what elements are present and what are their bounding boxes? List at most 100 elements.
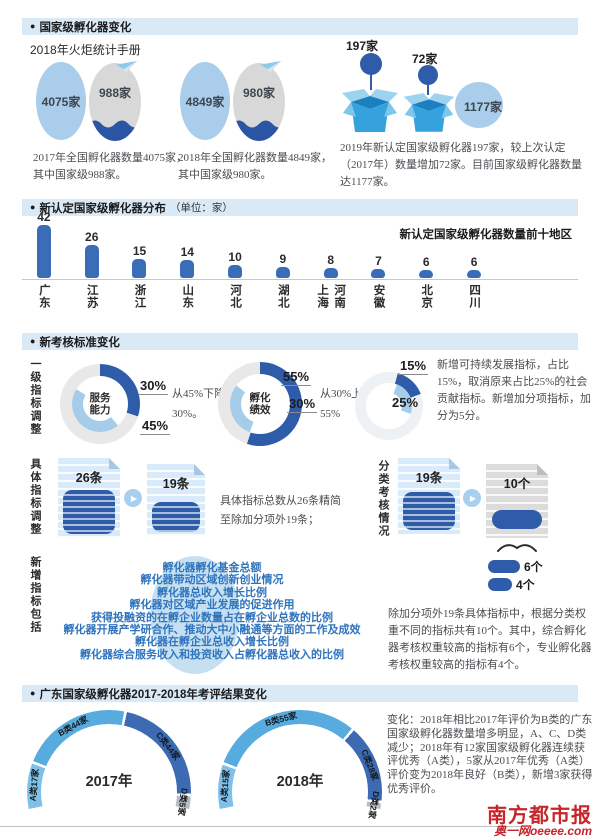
- ellipse-1177-label: 1177家: [464, 100, 503, 114]
- bar-category: 广东: [37, 284, 50, 309]
- pill-4-icon: [488, 578, 512, 591]
- bar: [371, 269, 386, 278]
- bar-category: 上海 河南: [316, 284, 346, 309]
- donut3-inner-pct: 25%: [392, 395, 419, 410]
- donut-center-hole: [241, 385, 279, 423]
- bar: [36, 225, 51, 278]
- bullet-icon: ●: [30, 336, 36, 346]
- arc-year-label: 2018年: [276, 774, 324, 790]
- new-indicator-list: 孵化器孵化基金总额 孵化器带动区域创新创业情况 孵化器总收入增长比例 孵化器对区域产业…: [44, 562, 380, 661]
- donut-center-hole: [83, 387, 117, 421]
- document-19b-label: 19条: [415, 471, 443, 485]
- bar: [323, 268, 338, 278]
- row1-vertical-label: 一级指标调整: [29, 358, 41, 436]
- paper-plane-icon: [115, 60, 138, 74]
- caption-2017: 2017年全国孵化器数量4075家，其中国家级988家。: [33, 152, 187, 182]
- bar: [132, 259, 147, 278]
- egg-national-2017-icon: [89, 60, 141, 141]
- pill-6-icon: [488, 560, 520, 573]
- bar-chart-baseline: [22, 279, 578, 280]
- arc-chart-2018: 2018年 A类15家 B类55家 C类28家 D类2家: [218, 710, 382, 838]
- bar-category: 四川: [468, 284, 481, 309]
- egg-total-2018-label: 4849家: [185, 94, 225, 109]
- arc-segment-label: D类5家: [176, 787, 191, 817]
- bar-column: 42: [20, 210, 68, 278]
- ellipse-1177: [455, 82, 503, 128]
- list-item: 孵化器带动区域创新创业情况: [140, 574, 284, 587]
- list-item: 孵化器对区域产业发展的促进作用: [129, 599, 295, 612]
- bar-column: 6: [450, 255, 498, 278]
- bar-chart-bars: 42 26 15 14 10 9 8 7 6 6: [20, 210, 498, 278]
- newspaper-logo: 南方都市报: [487, 805, 592, 827]
- bar-value: 6: [470, 255, 478, 269]
- document-10-icon: 10个: [486, 464, 548, 538]
- caption-2019: 2019年新认定国家级孵化器197家，较上次认定（2017年）数量增加72家。目…: [340, 142, 582, 189]
- bar-value: 7: [375, 254, 382, 268]
- section1-header-band: ● 国家级孵化器变化: [22, 18, 578, 35]
- document-10-label: 10个: [503, 477, 531, 491]
- donut-center-hole: [376, 393, 402, 419]
- arrow-right-icon: ▶: [124, 489, 142, 507]
- donut1-outer-pct: 30%: [138, 378, 169, 395]
- balloon-72-icon: [418, 65, 438, 85]
- bullet-icon: ●: [30, 688, 36, 698]
- section2-title: 新认定国家级孵化器分布: [39, 202, 166, 215]
- arc-hole: [232, 724, 368, 838]
- pill-4-label: 4个: [516, 578, 535, 592]
- docs2-note: 除加分项外19条具体指标中，根据分类权重不同的指标共有10个。其中，综合孵化器考…: [388, 608, 592, 672]
- donut-service-capability: 服务能力: [60, 364, 140, 444]
- bar-value: 9: [279, 252, 287, 266]
- bar: [228, 265, 243, 278]
- balloon-197-icon: [360, 53, 382, 75]
- bar-value: 26: [85, 230, 99, 244]
- list-background-ellipse: [150, 556, 240, 674]
- bar-chart-categories: 广东 江苏 浙江 山东 河北 湖北 上海 河南 安徽 北京 四川: [20, 284, 498, 309]
- donut2-inner-pct: 30%: [287, 396, 318, 413]
- balloon-72-label: 72家: [412, 52, 438, 66]
- page-fold-icon: [537, 464, 548, 475]
- document-26-icon: 26条: [58, 458, 120, 538]
- donut-new-indicator: [355, 372, 423, 440]
- balloon-72-string: [427, 85, 429, 95]
- bar-category: 河北: [229, 284, 242, 309]
- list-item: 孵化器在孵企业总收入增长比例: [135, 636, 289, 649]
- caption-2018: 2018年全国孵化器数量4849家，其中国家级980家。: [178, 152, 332, 182]
- document-19-icon: 19条: [147, 464, 205, 536]
- section4-title: 广东国家级孵化器2017-2018年考评结果变化: [39, 688, 267, 701]
- arrow-right-icon: ▶: [463, 489, 481, 507]
- bar-column: 26: [68, 230, 116, 278]
- bar: [275, 267, 290, 278]
- list-item: 孵化器总收入增长比例: [157, 586, 267, 599]
- egg-total-2017: 4075家: [36, 62, 86, 140]
- page-fold-icon: [194, 464, 205, 475]
- donut-center-label: 服务能力: [89, 391, 111, 416]
- paper-plane-icon: [259, 60, 282, 74]
- bar-value: 8: [327, 253, 335, 267]
- bar-value: 42: [37, 210, 51, 224]
- egg-national-2017-label: 988家: [99, 86, 132, 100]
- arc-chart-2017: 2017年 A类17家 B类44家 C类44家 D类5家: [27, 710, 191, 838]
- row3-vertical-label: 新增指标包括: [29, 556, 41, 634]
- list-item: 孵化器开展产学研合作、推动大中小融通等方面的工作及成效: [63, 624, 361, 637]
- bar-column: 9: [259, 252, 307, 278]
- section1-title: 国家级孵化器变化: [39, 21, 132, 34]
- donut2-outer-pct: 55%: [281, 369, 312, 386]
- bar-category: 浙江: [133, 284, 146, 309]
- donut3-outer-pct: 15%: [398, 358, 429, 375]
- bar-value: 15: [132, 244, 147, 258]
- bar-category: 安徽: [372, 284, 385, 309]
- donut-center-label: 孵化绩效: [249, 391, 271, 416]
- balloon-197-string: [370, 75, 372, 90]
- donut1-inner-pct: 45%: [140, 418, 171, 435]
- indicator-stack-icon: [152, 502, 200, 532]
- section4-note: 变化：2018年相比2017年评价为B类的广东国家级孵化器数量增多明显，A、C、…: [387, 714, 593, 795]
- bar-category: 山东: [181, 284, 194, 309]
- bar: [419, 270, 434, 278]
- indicator-stack-icon: [63, 490, 115, 534]
- bar-column: 10: [211, 250, 259, 278]
- section1-subtitle: 2018年火炬统计手册: [30, 43, 141, 57]
- indicator-stack-icon: [403, 492, 455, 530]
- section2-header-band: ● 新认定国家级孵化器分布 （单位：家）: [22, 199, 578, 216]
- bar-value: 14: [180, 245, 194, 259]
